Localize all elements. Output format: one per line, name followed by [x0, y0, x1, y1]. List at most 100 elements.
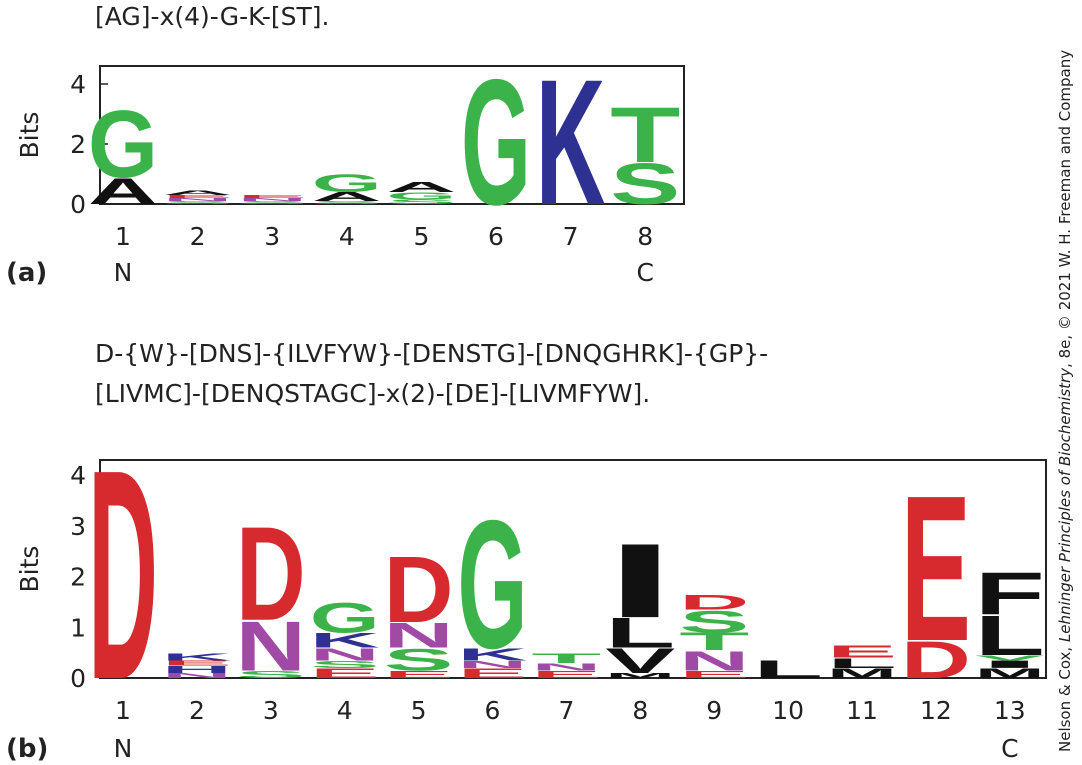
logo-letter: M: [975, 665, 1045, 681]
logo-letter: E: [827, 642, 897, 662]
logo-letter: L: [827, 655, 897, 671]
x-tick-label: 12: [920, 696, 952, 725]
x-tick-label: 6: [488, 222, 504, 251]
logo-letter: E: [162, 659, 232, 667]
y-axis-label: Bits: [15, 112, 44, 159]
logo-letter: K: [536, 42, 606, 242]
logo-letter: A: [386, 179, 456, 195]
logo-letter: L: [605, 610, 675, 657]
logo-letter: K: [310, 629, 380, 652]
y-tick-label: 4: [70, 461, 86, 490]
logo-letter: E: [901, 452, 971, 684]
credit-suffix: , 8e, © 2021 W. H. Freeman and Company: [1056, 50, 1074, 368]
logo-letter: G: [88, 90, 158, 197]
logo-letter: A: [88, 170, 158, 212]
logo-letter: F: [975, 561, 1045, 628]
logo-letter: E: [237, 194, 307, 199]
logo-letter: L: [975, 605, 1045, 668]
logo-letter: D: [384, 537, 454, 643]
x-tick-label: 5: [413, 222, 429, 251]
logo-letter: T: [610, 90, 680, 178]
logo-letter: S: [236, 668, 306, 680]
x-tick-label: 5: [411, 696, 427, 725]
logo-letter: E: [163, 194, 233, 199]
credit: Nelson & Cox, Lehninger Principles of Bi…: [1056, 50, 1074, 752]
chart-title: D-{W}-[DNS]-{ILVFYW}-[DENSTG]-[DNQGHRK]-…: [95, 339, 768, 368]
x-tick-label: 8: [632, 696, 648, 725]
logo-letter: M: [827, 665, 897, 681]
n-terminal-label: N: [114, 734, 133, 763]
logo-letter: D: [236, 498, 306, 648]
logo-letter: E: [531, 668, 601, 680]
logo-letter: I: [605, 521, 675, 639]
credit-title: Lehninger Principles of Biochemistry: [1056, 367, 1074, 642]
x-tick-label: 1: [115, 696, 131, 725]
x-tick-label: 3: [264, 222, 280, 251]
x-tick-label: 8: [637, 222, 653, 251]
c-terminal-label: C: [1001, 734, 1018, 763]
x-tick-label: 2: [190, 222, 206, 251]
logo-letter: N: [163, 197, 233, 202]
x-tick-label: 13: [994, 696, 1026, 725]
logo-letter: S: [237, 200, 307, 205]
y-tick-label: 0: [70, 190, 86, 219]
x-tick-label: 6: [485, 696, 501, 725]
logo-letter: N: [236, 606, 306, 685]
logo-letter: D: [679, 591, 749, 614]
credit-prefix: Nelson & Cox,: [1056, 642, 1074, 752]
logo-letter: H: [162, 663, 232, 675]
logo-letter: N: [162, 672, 232, 680]
y-tick-label: 1: [70, 613, 86, 642]
panel-label: (b): [6, 734, 48, 764]
chart-title: [LIVMC]-[DENQSTAGC]-x(2)-[DE]-[LIVMFYW].: [95, 379, 650, 408]
logo-letter: L: [753, 656, 823, 684]
x-tick-label: 9: [706, 696, 722, 725]
logo-letter: S: [386, 198, 456, 205]
logo-letter: S: [312, 200, 382, 205]
logo-letter: S: [679, 604, 749, 639]
logo-letter: S: [384, 642, 454, 677]
logo-letter: N: [310, 644, 380, 664]
logo-letter: A: [163, 189, 233, 196]
n-terminal-label: N: [114, 258, 133, 287]
c-terminal-label: C: [636, 258, 653, 287]
logo-letter: G: [461, 43, 531, 243]
logo-letter: N: [237, 197, 307, 202]
y-tick-label: 4: [70, 70, 86, 99]
logo-letter: S: [310, 658, 380, 670]
logo-letter: E: [679, 668, 749, 680]
logo-letter: N: [531, 661, 601, 673]
plot-frame: [99, 65, 685, 205]
logo-letter: T: [531, 650, 601, 666]
logo-letter: E: [458, 665, 528, 681]
logo-letter: I: [975, 658, 1045, 670]
logo-letter: S: [163, 200, 233, 205]
logo-letter: V: [605, 641, 675, 681]
logo-letter: G: [386, 190, 456, 202]
logo-letter: G: [458, 481, 528, 687]
logo-letter: K: [458, 644, 528, 664]
y-tick-label: 2: [70, 130, 86, 159]
x-tick-label: 1: [115, 222, 131, 251]
logo-letter: E: [310, 665, 380, 681]
x-tick-label: 4: [337, 696, 353, 725]
logo-letter: M: [605, 672, 675, 680]
logo-letter: D: [88, 409, 158, 743]
logo-letter: S: [610, 151, 680, 216]
x-tick-label: 7: [563, 222, 579, 251]
logo-letter: G: [312, 169, 382, 197]
logo-letter: K: [162, 651, 232, 663]
logo-letter: N: [384, 616, 454, 655]
logo-letter: V: [975, 654, 1046, 662]
logo-letter: T: [679, 628, 749, 656]
x-tick-label: 2: [189, 696, 205, 725]
logo-letter: N: [458, 658, 528, 670]
x-tick-label: 7: [558, 696, 574, 725]
logo-letter: N: [679, 645, 749, 677]
x-tick-label: 3: [263, 696, 279, 725]
x-tick-label: 11: [846, 696, 878, 725]
logo-letter: A: [312, 190, 382, 204]
y-axis-label: Bits: [15, 546, 44, 593]
logo-letter: E: [384, 668, 454, 680]
